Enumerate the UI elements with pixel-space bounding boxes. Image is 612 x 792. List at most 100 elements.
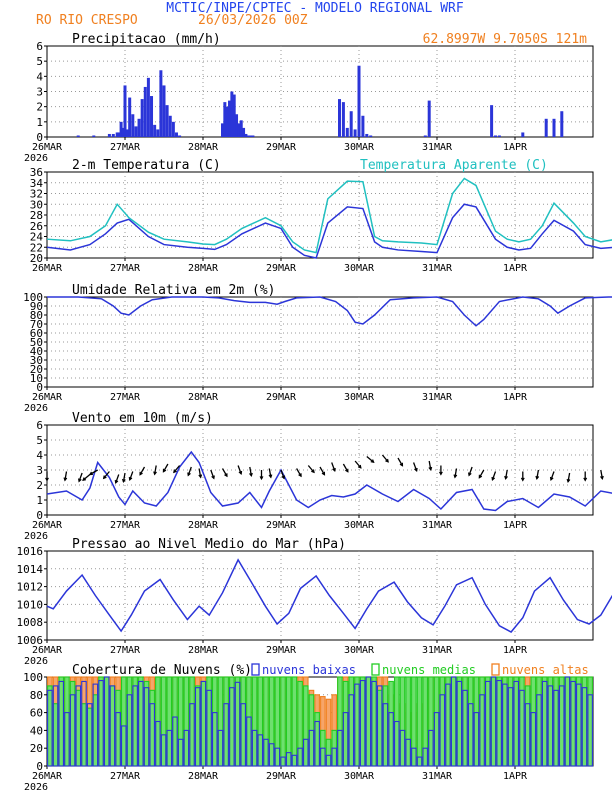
wind-arrow-head (535, 475, 540, 480)
precip-bar (225, 106, 229, 137)
x-tick-label: 26MAR (32, 142, 63, 153)
cloud-bar (132, 676, 138, 767)
cloud-bar (200, 680, 207, 767)
precip-bar (111, 133, 115, 137)
wind-arrow (280, 469, 285, 479)
x-tick-label: 26MAR (32, 645, 63, 656)
cloud-bar (251, 729, 258, 767)
precip-bar (242, 127, 246, 137)
cloud-bar (450, 676, 457, 767)
legend-swatch (251, 663, 260, 676)
wind-arrow-head (311, 469, 315, 474)
wind-arrow-head (298, 473, 302, 478)
wind-arrow-head (583, 477, 588, 482)
wind-arrow (221, 468, 228, 477)
cloud-bar (234, 676, 241, 767)
cloud-bar (479, 676, 485, 767)
y-tick-label: 5 (36, 434, 43, 447)
y-tick-label: 1014 (17, 563, 44, 576)
precip-bar (223, 102, 227, 137)
cloud-bar (280, 756, 286, 767)
cloud-bar (172, 716, 178, 767)
x-tick-label: 1APR (503, 263, 528, 274)
cloud-bar (240, 676, 247, 767)
wind-arrow-head (224, 473, 228, 478)
legend-swatch (371, 663, 380, 676)
wind-arrow-head (414, 467, 418, 473)
precip-bar (140, 99, 144, 137)
wind-arrow-head (428, 466, 433, 471)
wind-arrow-head (211, 475, 215, 480)
cloud-bar (47, 685, 53, 767)
precip-bar (174, 132, 178, 137)
cloud-bar (58, 680, 65, 767)
y-tick-label: 2 (36, 101, 43, 114)
cloud-bar (285, 752, 292, 767)
precip-bar (249, 135, 253, 137)
wind-arrow (342, 463, 349, 473)
wind-arrow-head (520, 477, 525, 482)
x-tick-label: 29MAR (266, 645, 297, 656)
precip-bar (246, 135, 250, 137)
cloud-bar (257, 676, 264, 767)
precip-bar (119, 121, 123, 137)
y-tick-label: 1010 (17, 598, 44, 611)
precip-bar (357, 65, 361, 137)
cloud-bar (325, 754, 332, 767)
cloud-bar (541, 676, 548, 767)
cloud-bar (194, 685, 201, 767)
wind-arrow (354, 460, 362, 469)
wind-arrow (550, 471, 555, 481)
wind-arrow (381, 454, 389, 463)
y-tick-label: 3 (36, 86, 43, 99)
cloud-bar (234, 681, 241, 767)
precip-bar (490, 105, 494, 137)
precip-bar (353, 129, 357, 137)
wind-arrow-head (491, 476, 496, 482)
wind-arrow (249, 466, 253, 476)
cloud-bar (246, 676, 252, 767)
x-tick-label: 29MAR (266, 771, 297, 782)
cloud-bar (371, 676, 377, 767)
cloud-bar (75, 685, 82, 767)
precip-bar (159, 70, 163, 137)
cloud-bar (229, 687, 235, 767)
legend-apparent-temp: Temperatura Aparente (C) (360, 158, 548, 173)
cloud-bar (302, 738, 309, 767)
cloud-bar (575, 683, 582, 767)
x-tick-label: 31MAR (422, 771, 453, 782)
wind-arrow-head (82, 477, 87, 482)
cloud-bar (337, 729, 343, 767)
x-tick-label: 1APR (503, 142, 528, 153)
y-tick-label: 20 (30, 252, 43, 265)
precip-bar (341, 102, 345, 137)
cloud-bar (490, 676, 497, 767)
cloud-bar (251, 676, 258, 767)
cloud-bar (519, 689, 525, 767)
cloud-bar (160, 676, 167, 767)
apparent-temperature-line (46, 177, 612, 254)
wind-arrow (536, 469, 540, 479)
precip-bar (153, 124, 157, 137)
wind-arrow (103, 471, 110, 479)
y-tick-label: 3 (36, 464, 43, 477)
x-tick-label: 30MAR (344, 645, 375, 656)
wind-arrow-head (600, 475, 604, 480)
cloud-bar (325, 738, 332, 767)
cloud-bar (75, 689, 82, 767)
wind-arrow-head (385, 458, 389, 463)
wind-arrow (139, 466, 146, 476)
cloud-bar (138, 676, 144, 767)
x-tick-label: 26MAR (32, 520, 63, 531)
wind-arrow-head (139, 471, 143, 476)
wind-arrow-head (63, 477, 68, 482)
x-tick-label: 31MAR (422, 142, 453, 153)
wind-arrow (210, 469, 215, 479)
cloud-bar (422, 747, 429, 767)
precip-bar (544, 118, 548, 137)
cloud-bar (405, 676, 411, 767)
precip-bar (107, 133, 111, 137)
cloud-bar (416, 756, 423, 767)
wind-arrow-head (268, 474, 273, 479)
wind-arrow-head (102, 475, 107, 480)
